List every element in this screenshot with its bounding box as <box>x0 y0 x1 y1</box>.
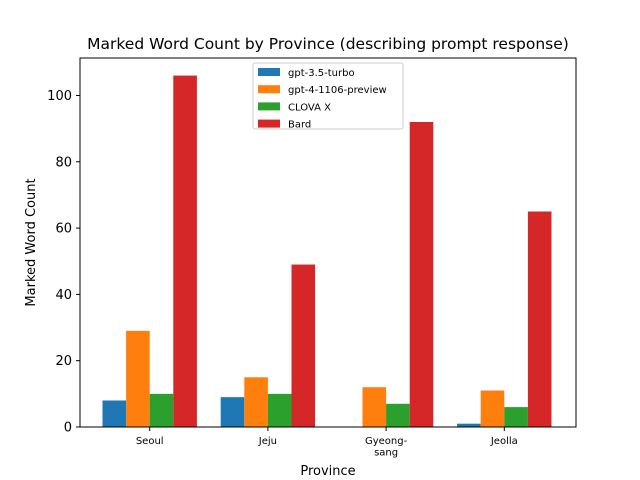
bar <box>102 400 127 427</box>
bars-group <box>102 75 552 428</box>
bar <box>126 330 150 427</box>
bar <box>386 403 410 427</box>
y-tick-label: 20 <box>55 354 72 369</box>
chart-title: Marked Word Count by Province (describin… <box>87 35 569 53</box>
y-tick-label: 80 <box>55 155 72 170</box>
y-tick-label: 60 <box>55 222 72 237</box>
legend: gpt-3.5-turbo gpt-4-1106-preview CLOVA X Ba… <box>252 62 404 131</box>
bar <box>267 393 292 427</box>
y-axis: 0 20 40 60 80 100 <box>47 89 80 436</box>
legend-label: Bard <box>288 120 311 131</box>
bar <box>409 121 434 428</box>
legend-swatch <box>258 85 280 94</box>
legend-label: CLOVA X <box>288 102 331 113</box>
y-tick-label: 100 <box>47 89 72 104</box>
legend-swatch <box>258 102 280 111</box>
bar <box>149 393 174 427</box>
bar <box>457 423 481 427</box>
y-axis-label: Marked Word Count <box>24 178 39 306</box>
x-tick-label: Jeolla <box>490 436 518 447</box>
bar <box>527 211 552 427</box>
x-tick-label: sang <box>374 448 398 459</box>
y-tick-label: 0 <box>64 421 72 436</box>
bar <box>173 75 197 427</box>
y-tick-label: 40 <box>55 288 72 303</box>
x-tick-label: Jeju <box>258 436 277 447</box>
x-axis-label: Province <box>300 464 355 479</box>
x-tick-label: Seoul <box>136 436 164 447</box>
legend-label: gpt-4-1106-preview <box>288 85 387 96</box>
legend-swatch <box>258 68 280 76</box>
bar <box>244 377 268 427</box>
bar <box>504 407 528 427</box>
legend-label: gpt-3.5-turbo <box>288 68 355 79</box>
bar <box>291 264 316 427</box>
plot-frame <box>79 57 577 428</box>
bar <box>362 387 387 427</box>
bar <box>220 397 245 427</box>
x-axis: Seoul Jeju Gyeong-sang Jeolla <box>136 427 518 459</box>
x-tick-label: Gyeong- <box>365 436 408 447</box>
bar <box>480 390 505 427</box>
legend-box <box>252 62 404 130</box>
legend-swatch <box>258 119 280 128</box>
